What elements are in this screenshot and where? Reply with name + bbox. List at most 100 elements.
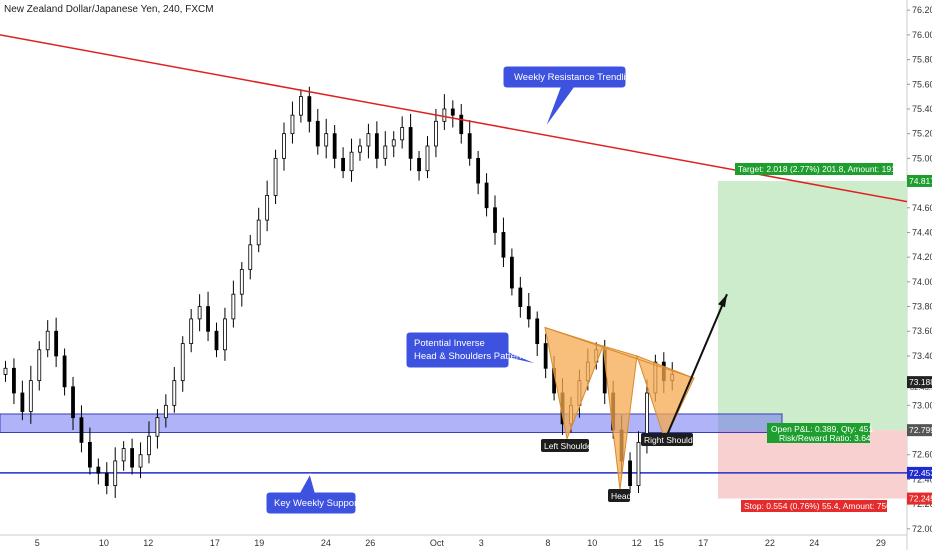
candle-body — [37, 349, 42, 382]
weekly-resistance-trendline[interactable] — [0, 34, 908, 203]
candle-body — [273, 157, 278, 196]
pattern-callout-line1: Potential Inverse — [414, 338, 485, 349]
candle-body — [130, 448, 134, 468]
price-tick-label: 75.800 — [912, 55, 932, 65]
time-tick-label: 12 — [632, 538, 642, 548]
candle-body — [163, 404, 168, 419]
price-tick-label: 74.200 — [912, 252, 932, 262]
time-tick-label: 22 — [765, 538, 775, 548]
price-tag-label: 72.453 — [909, 468, 932, 478]
candle-body — [636, 441, 641, 487]
candle-body — [155, 417, 160, 437]
candle-body — [265, 195, 270, 221]
candle-body — [54, 330, 59, 357]
candle-body — [189, 318, 194, 344]
head-shoulders-pattern[interactable] — [544, 326, 695, 490]
candle-body — [501, 232, 506, 258]
candle-body — [113, 460, 118, 487]
candle-body — [79, 417, 84, 443]
time-tick-label: 10 — [587, 538, 597, 548]
time-tick-label: 12 — [143, 538, 153, 548]
time-tick-label: 17 — [698, 538, 708, 548]
support-callout-text: Key Weekly Support — [274, 498, 360, 509]
chart-title: New Zealand Dollar/Japanese Yen, 240, FX… — [4, 4, 214, 15]
candle-body — [3, 367, 8, 375]
resistance-callout[interactable]: Weekly Resistance Trendline — [502, 65, 636, 129]
candle-body — [509, 256, 514, 289]
svg-text:Stop: 0.554 (0.76%) 55.4, Amou: Stop: 0.554 (0.76%) 55.4, Amount: 750.15 — [744, 501, 903, 511]
price-tag-label: 73.188 — [909, 377, 932, 387]
candle-body — [282, 133, 286, 159]
time-tick-label: 10 — [99, 538, 109, 548]
candle-body — [290, 114, 295, 135]
candle-body — [476, 157, 481, 184]
time-tick-label: 15 — [654, 538, 664, 548]
svg-text:Open P&L: 0.389, Qty: 451: Open P&L: 0.389, Qty: 451 — [771, 424, 873, 434]
head-triangle — [602, 345, 638, 490]
candle-body — [28, 380, 33, 412]
candle-body — [324, 133, 329, 147]
price-tick-label: 74.600 — [912, 203, 932, 213]
pattern-callout-line2: Head & Shoulders Pattern — [414, 351, 524, 362]
price-tick-label: 75.000 — [912, 153, 932, 163]
price-tick-label: 76.000 — [912, 30, 932, 40]
candle-body — [197, 306, 202, 320]
price-tick-label: 73.600 — [912, 326, 932, 336]
candle-body — [104, 472, 109, 487]
price-tick-label: 72.600 — [912, 450, 932, 460]
open-pl-label: Open P&L: 0.389, Qty: 451 Risk/Reward Ra… — [767, 423, 873, 443]
price-tick-label: 72.000 — [912, 524, 932, 534]
svg-text:Head: Head — [611, 491, 632, 501]
stop-label: Stop: 0.554 (0.76%) 55.4, Amount: 750.15 — [741, 500, 903, 512]
candle-body — [341, 157, 345, 172]
price-tag-label: 74.817 — [909, 176, 932, 186]
time-axis[interactable]: 5 10 12 17 19 24 26 Oct 3 8 10 12 15 17 22 24 29 — [0, 534, 907, 548]
bar-countdown: 02:43:13 — [910, 383, 932, 392]
candle-body — [147, 435, 151, 456]
svg-text:Risk/Reward Ratio: 3.64: Risk/Reward Ratio: 3.64 — [779, 433, 871, 443]
candle-body — [180, 343, 185, 382]
candle-body — [214, 330, 219, 351]
svg-text:Left Shoulder: Left Shoulder — [544, 441, 595, 451]
candle-body — [391, 139, 396, 147]
projection-arrow[interactable] — [664, 293, 728, 441]
candle-body — [493, 207, 497, 233]
neckline — [544, 327, 695, 379]
candle-body — [450, 108, 455, 116]
candle-body — [358, 145, 362, 153]
pattern-callout[interactable]: Potential Inverse Head & Shoulders Patte… — [405, 331, 541, 369]
time-tick-label: 26 — [365, 538, 375, 548]
price-tick-label: 75.200 — [912, 129, 932, 139]
candle-body — [256, 219, 261, 246]
price-tag-label: 72.799 — [909, 425, 932, 435]
candle-body — [223, 318, 227, 351]
resistance-callout-text: Weekly Resistance Trendline — [514, 72, 636, 83]
price-tag — [907, 492, 932, 505]
right-shoulder-triangle — [636, 355, 695, 442]
time-tick-label: 3 — [479, 538, 484, 548]
arrow-head — [718, 294, 727, 308]
candle-body — [349, 151, 354, 172]
price-tick-label: 73.000 — [912, 400, 932, 410]
candle-body — [400, 127, 405, 141]
price-tick-label: 72.400 — [912, 474, 932, 484]
price-tags: 74.817 73.188 72.799 72.453 72.245 — [907, 174, 932, 505]
support-callout[interactable]: Key Weekly Support — [265, 472, 360, 515]
candle-body — [434, 120, 438, 147]
price-tick-label: 75.600 — [912, 79, 932, 89]
arrow-shaft — [664, 293, 728, 441]
candle-body — [231, 293, 236, 320]
time-tick-label: 5 — [35, 538, 40, 548]
candle-body — [96, 466, 101, 474]
candle-body — [12, 367, 16, 394]
candle-body — [417, 157, 421, 172]
target-zone[interactable] — [718, 180, 907, 431]
candle-body — [628, 460, 632, 487]
candle-body — [45, 330, 50, 351]
candle-body — [535, 318, 540, 344]
candle-body — [484, 182, 489, 209]
candle-body — [298, 96, 303, 116]
time-tick-label: Oct — [430, 538, 445, 548]
candle-body — [442, 108, 447, 122]
